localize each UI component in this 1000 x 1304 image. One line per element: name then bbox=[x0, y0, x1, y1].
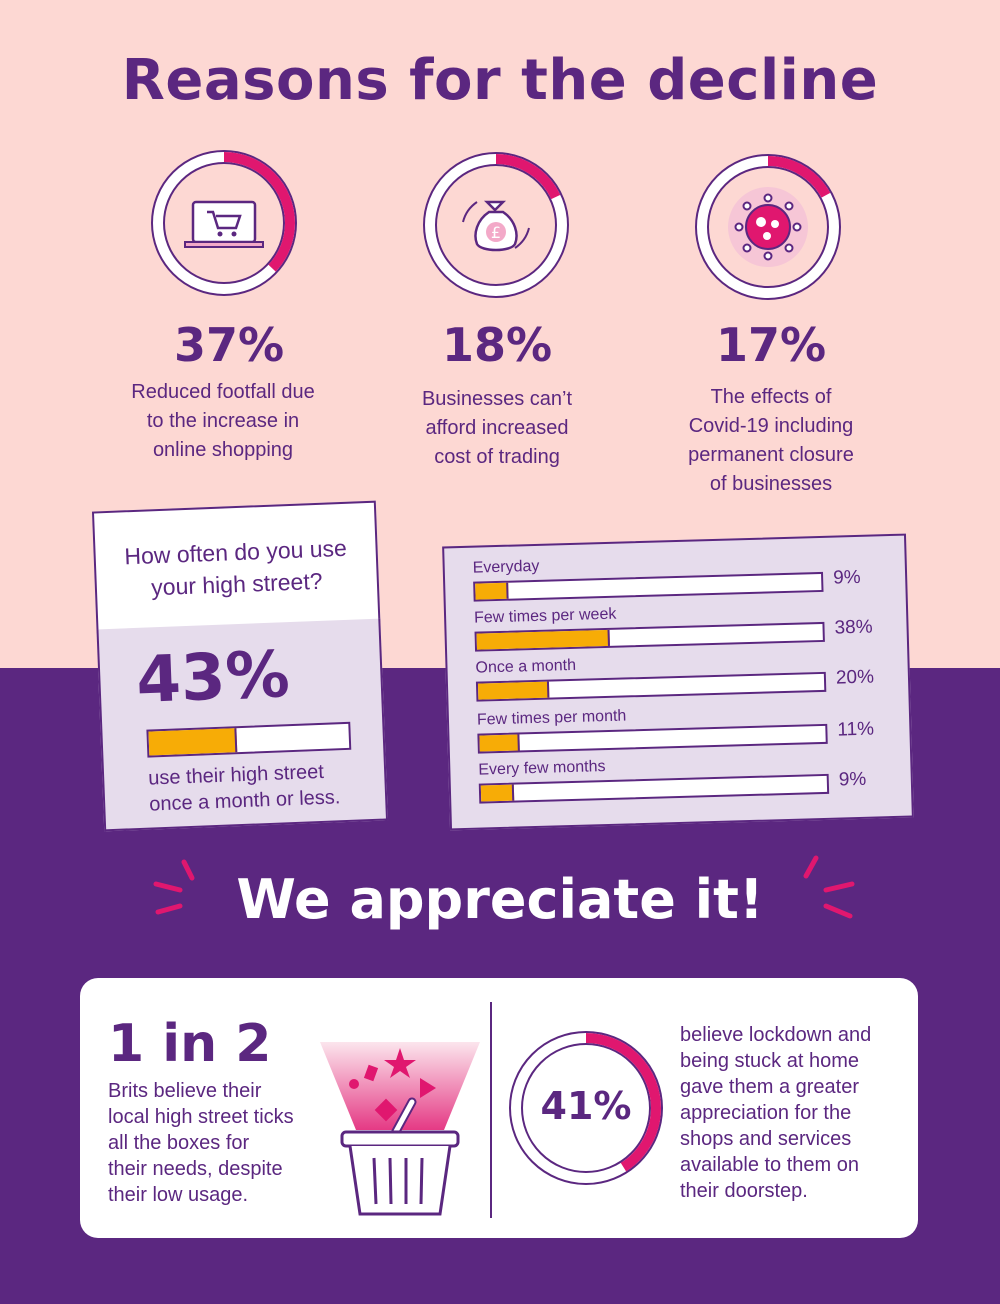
stat-percent: 18% bbox=[441, 318, 553, 372]
right-sparkle-icon bbox=[803, 855, 855, 919]
usage-progress-fill bbox=[148, 728, 238, 756]
laptop-cart-icon bbox=[184, 200, 264, 248]
ring-chart-17 bbox=[695, 154, 841, 300]
frequency-label: Few times per month bbox=[476, 707, 627, 729]
lockdown-description: believe lockdown and being stuck at home g… bbox=[680, 1024, 872, 1202]
ring-chart-41 bbox=[509, 1031, 663, 1185]
stat-description: Reduced footfall due to the increase in on… bbox=[131, 381, 315, 461]
frequency-value: 11% bbox=[837, 718, 875, 741]
frequency-value: 38% bbox=[834, 616, 873, 639]
survey-question-box: How often do you use your high street? bbox=[91, 500, 381, 634]
money-bag-icon: £ bbox=[462, 200, 530, 252]
frequency-label: Everyday bbox=[472, 557, 540, 577]
frequency-fill bbox=[475, 582, 509, 600]
brits-description: Brits believe their local high street tic… bbox=[108, 1080, 294, 1206]
frequency-fill bbox=[476, 629, 611, 650]
frequency-track bbox=[473, 571, 824, 602]
stat-description: The effects of Covid-19 including permanen… bbox=[688, 386, 854, 495]
usage-progress-bar bbox=[146, 721, 352, 758]
frequency-chart-card: Everyday 9% Few times per week 38% Once … bbox=[442, 533, 914, 831]
stat-percent: 17% bbox=[715, 318, 827, 372]
ring-chart-18: £ bbox=[423, 152, 569, 298]
panel-divider bbox=[490, 1002, 492, 1218]
frequency-label: Few times per week bbox=[473, 605, 617, 627]
frequency-row: Every few months 9% bbox=[478, 750, 899, 810]
page-title: Reasons for the decline bbox=[121, 48, 879, 113]
left-sparkle-icon bbox=[153, 859, 195, 915]
stat-percent: 37% bbox=[173, 318, 285, 372]
frequency-label: Once a month bbox=[475, 656, 577, 677]
frequency-value: 9% bbox=[838, 768, 867, 791]
frequency-row: Once a month 20% bbox=[475, 648, 896, 708]
survey-answer-box: 43% use their high street once a month or… bbox=[96, 618, 389, 832]
stat-description: Businesses can’t afford increased cost of … bbox=[421, 388, 573, 468]
svg-text:£: £ bbox=[491, 223, 501, 242]
appreciation-panel: 1 in 2 Brits believe their local high str… bbox=[80, 978, 918, 1238]
frequency-track bbox=[475, 671, 827, 702]
frequency-track bbox=[474, 621, 825, 652]
appreciate-heading: We appreciate it! bbox=[236, 868, 764, 931]
survey-question: How often do you use your high street? bbox=[123, 534, 348, 601]
frequency-fill bbox=[479, 734, 520, 752]
frequency-value: 20% bbox=[835, 666, 875, 689]
frequency-track bbox=[477, 723, 828, 754]
frequency-fill bbox=[477, 681, 550, 700]
one-in-two-stat: 1 in 2 bbox=[108, 1014, 272, 1074]
usage-caption: use their high street once a month or les… bbox=[147, 760, 341, 816]
ring-chart-37 bbox=[151, 150, 297, 296]
frequency-value: 9% bbox=[832, 566, 861, 589]
frequency-track bbox=[478, 773, 830, 804]
big-percent: 43% bbox=[135, 638, 291, 718]
ring-percent: 41% bbox=[540, 1084, 632, 1128]
frequency-label: Every few months bbox=[478, 758, 606, 779]
high-street-usage-card: How often do you use your high street? 43… bbox=[91, 500, 389, 832]
virus-icon bbox=[728, 187, 808, 267]
shopping-basket-icon bbox=[320, 1042, 480, 1216]
frequency-fill bbox=[480, 784, 515, 802]
